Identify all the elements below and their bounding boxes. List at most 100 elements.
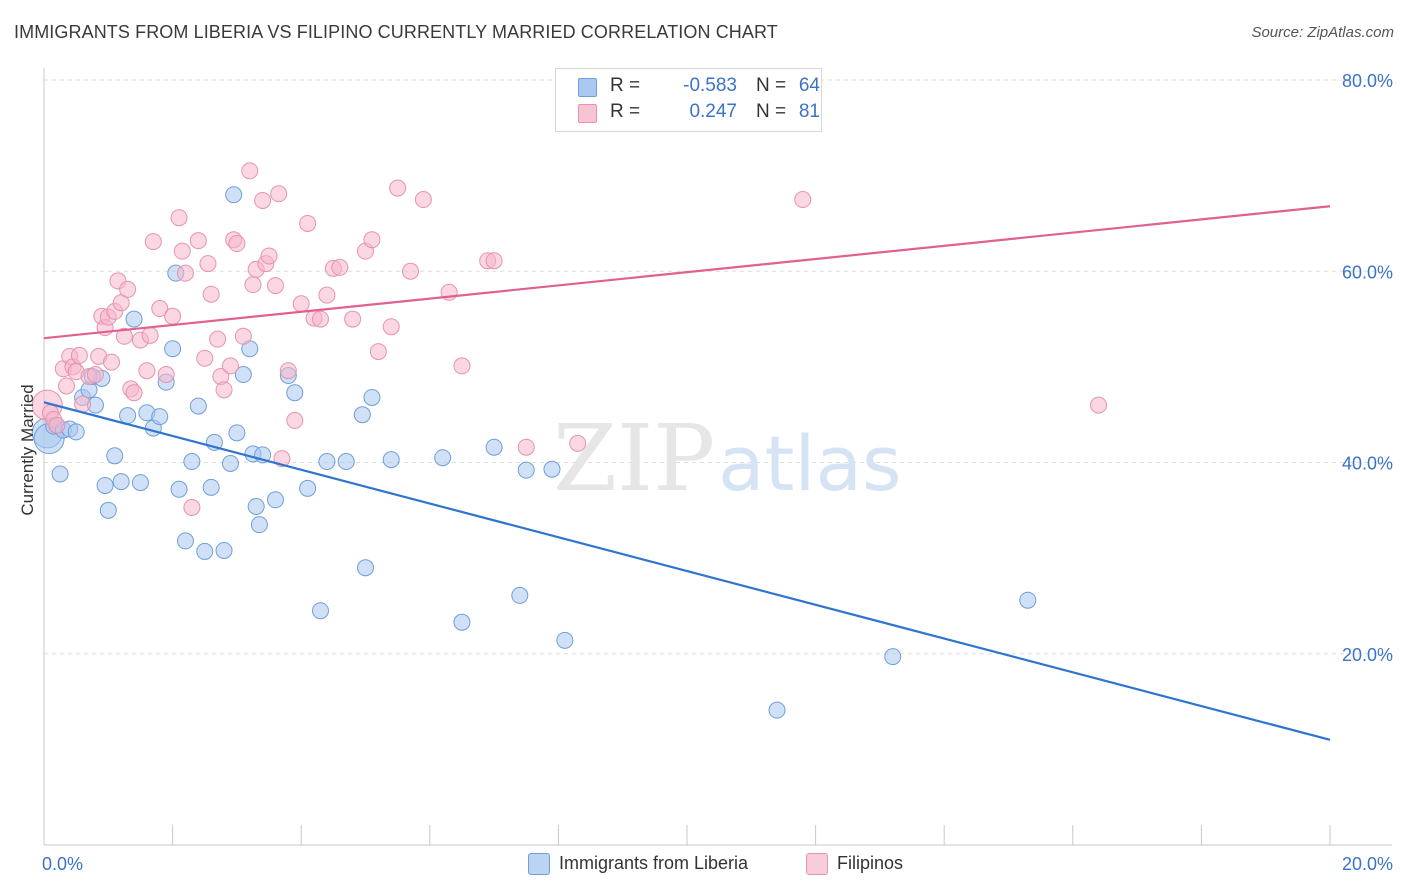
legend-label-liberia: Immigrants from Liberia — [559, 853, 749, 873]
filipino-point — [382, 318, 400, 336]
liberia-point — [266, 491, 284, 509]
filipino-swatch — [578, 104, 597, 123]
filipino-point — [485, 252, 503, 270]
filipino-point — [115, 327, 133, 345]
liberia-point — [357, 559, 374, 577]
x-tick-label: 20.0% — [1342, 854, 1393, 874]
liberia-point — [517, 461, 535, 479]
filipino-point — [286, 411, 304, 429]
liberia-point — [164, 340, 182, 358]
filipino-point — [254, 191, 272, 209]
liberia-point — [337, 453, 355, 471]
filipino-point — [292, 295, 310, 313]
y-tick-label: 80.0% — [1342, 71, 1393, 91]
r-value: 0.247 — [689, 101, 737, 122]
liberia-point — [215, 541, 233, 559]
filipino-point — [74, 395, 92, 413]
filipino-point — [414, 191, 432, 209]
liberia-point — [884, 648, 902, 666]
liberia-point — [106, 447, 124, 465]
liberia-point — [247, 497, 265, 515]
filipino-point — [266, 277, 284, 295]
axes — [43, 68, 1392, 846]
filipino-point — [244, 276, 262, 294]
filipino-point — [176, 264, 194, 282]
filipino-point — [569, 434, 587, 452]
liberia-point — [96, 476, 114, 494]
filipino-point — [202, 285, 220, 303]
y-axis-label-wrap: Currently Married — [14, 300, 42, 600]
y-tick-label: 20.0% — [1342, 645, 1393, 665]
liberia-point — [170, 480, 188, 498]
filipino-trend-line — [43, 205, 1331, 340]
liberia-point — [51, 465, 69, 483]
liberia-point — [318, 453, 336, 471]
n-label: N = — [756, 101, 787, 122]
filipino-point — [209, 330, 227, 348]
liberia-point — [221, 454, 239, 472]
watermark-atlas: atlas — [718, 419, 902, 508]
filipino-point — [157, 366, 175, 384]
liberia-point — [234, 366, 252, 384]
filipino-point — [1090, 396, 1108, 414]
liberia-point — [176, 532, 194, 550]
filipino-point — [228, 235, 246, 253]
y-tick-label: 40.0% — [1342, 454, 1393, 474]
series-filipino-points — [31, 162, 1108, 516]
filipino-point — [453, 357, 471, 375]
filipino-point — [196, 349, 214, 367]
filipino-point — [189, 232, 207, 250]
source-credit: Source: ZipAtlas.com — [1251, 24, 1394, 41]
liberia-point — [286, 384, 304, 402]
liberia-point — [453, 613, 471, 631]
liberia-point — [511, 586, 529, 604]
filipino-point — [173, 242, 191, 260]
liberia-point — [363, 388, 381, 406]
filipino-point — [86, 366, 104, 384]
liberia-trend-line — [43, 401, 1331, 741]
liberia-point — [353, 406, 371, 424]
filipino-point — [331, 258, 349, 276]
filipino-point — [517, 438, 535, 456]
filipino-point — [199, 255, 217, 273]
liberia-point — [151, 408, 169, 426]
filipino-point — [138, 362, 156, 380]
liberia-point — [228, 424, 246, 442]
series-legend: Immigrants from Liberia Filipinos — [0, 852, 1406, 878]
r-value: -0.583 — [683, 75, 737, 96]
filipino-legend-swatch — [806, 853, 828, 875]
filipino-point — [389, 179, 407, 197]
filipino-point — [299, 214, 317, 232]
liberia-point — [225, 186, 243, 204]
liberia-point — [311, 602, 329, 620]
filipino-point — [58, 377, 76, 395]
trend-lines — [43, 205, 1331, 741]
liberia-point — [202, 478, 220, 496]
filipino-point — [344, 310, 362, 328]
y-tick-label: 60.0% — [1342, 262, 1393, 282]
n-value: 81 — [798, 101, 820, 122]
filipino-point — [221, 357, 239, 375]
n-label: N = — [756, 75, 787, 96]
filipino-point — [270, 185, 288, 203]
filipino-point — [318, 286, 336, 304]
filipino-point — [234, 327, 252, 345]
filipino-point — [402, 262, 420, 280]
legend-label-filipino: Filipinos — [837, 853, 904, 873]
liberia-point — [556, 631, 574, 649]
liberia-point — [196, 542, 214, 560]
filipino-point — [119, 280, 137, 298]
liberia-point — [189, 397, 207, 415]
liberia-point — [1019, 591, 1037, 609]
filipino-point — [48, 416, 66, 434]
liberia-swatch — [578, 78, 597, 97]
x-tick-label: 0.0% — [42, 854, 83, 874]
filipino-point — [103, 353, 121, 371]
liberia-point — [131, 474, 149, 492]
watermark: ZIP atlas — [553, 405, 902, 512]
liberia-point — [99, 501, 117, 519]
liberia-point — [543, 460, 561, 478]
liberia-point — [768, 701, 786, 719]
liberia-legend-swatch — [528, 853, 550, 875]
